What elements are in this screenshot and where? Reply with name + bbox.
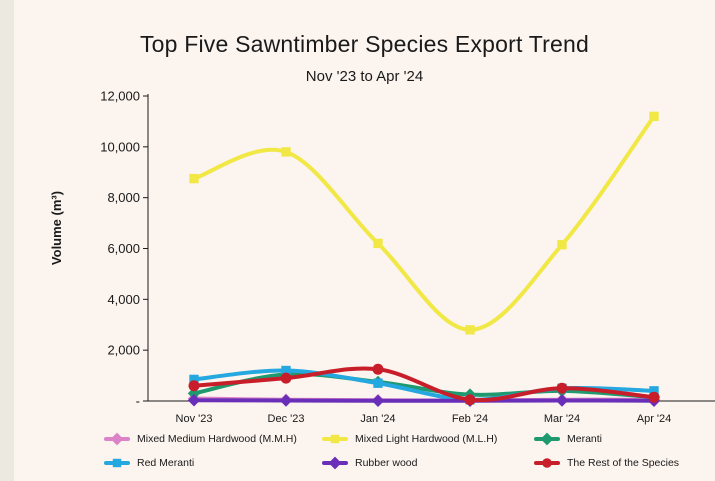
chart-card: Top Five Sawntimber Species Export Trend…	[14, 0, 715, 481]
data-point	[373, 238, 383, 249]
y-tick-label: -	[136, 394, 140, 409]
y-axis-label: Volume (m³)	[49, 191, 64, 265]
data-point	[188, 380, 200, 392]
data-point	[189, 173, 199, 184]
y-tick-label: 8,000	[107, 190, 140, 205]
data-point	[465, 325, 475, 335]
y-tick-label: 12,000	[100, 89, 140, 104]
line-chart: Volume (m³) 12,000 10,000 8,000 6,000 4,000 2…	[49, 89, 715, 425]
legend-swatch	[322, 432, 348, 446]
data-point	[189, 374, 199, 385]
legend-item: Mixed Light Hardwood (M.L.H)	[322, 432, 534, 446]
x-tick-label: Mar '24	[544, 413, 580, 425]
legend-swatch	[534, 432, 560, 446]
series-1	[189, 111, 659, 335]
legend-item: Rubber wood	[322, 456, 534, 470]
y-tick-label: 4,000	[107, 292, 140, 307]
legend: Mixed Medium Hardwood (M.M.H) Mixed Light…	[104, 432, 715, 470]
data-point	[280, 372, 292, 384]
data-point	[648, 391, 660, 403]
data-point	[555, 394, 569, 407]
data-point	[649, 111, 659, 122]
series-line	[192, 398, 656, 403]
series-line	[192, 366, 656, 403]
y-tick-label: 2,000	[107, 343, 140, 358]
x-tick-label: Apr '24	[637, 413, 672, 425]
data-point	[281, 365, 291, 376]
axes: 12,000 10,000 8,000 6,000 4,000 2,000 - Nov '23…	[100, 89, 715, 425]
data-point	[373, 378, 383, 388]
legend-swatch	[534, 456, 560, 470]
data-point	[371, 394, 385, 407]
series-line	[192, 371, 656, 400]
series-layer	[187, 111, 661, 407]
data-point	[557, 240, 567, 250]
data-point	[281, 147, 291, 157]
legend-item: Mixed Medium Hardwood (M.M.H)	[104, 432, 322, 446]
legend-swatch	[322, 456, 348, 470]
chart-subtitle: Nov '23 to Apr '24	[305, 68, 424, 85]
legend-item: The Rest of the Species	[534, 456, 715, 470]
chart-title: Top Five Sawntimber Species Export Trend	[139, 31, 590, 57]
data-point	[187, 394, 201, 407]
legend-item: Meranti	[534, 432, 715, 446]
x-tick-label: Nov '23	[176, 413, 213, 425]
legend-label: Mixed Medium Hardwood (M.M.H)	[137, 433, 297, 445]
x-tick-label: Dec '23	[268, 413, 305, 425]
data-point	[464, 394, 476, 406]
x-tick-label: Feb '24	[452, 413, 488, 425]
legend-label: Meranti	[567, 433, 603, 445]
series-5	[188, 363, 660, 406]
series-4	[187, 394, 661, 407]
series-line	[192, 114, 656, 332]
legend-swatch	[104, 432, 130, 446]
legend-label: The Rest of the Species	[567, 457, 680, 469]
legend-label: Red Meranti	[137, 457, 195, 469]
data-point	[556, 382, 568, 394]
data-point	[649, 386, 659, 396]
legend-label: Rubber wood	[355, 457, 418, 469]
x-tick-label: Jan '24	[360, 413, 395, 425]
y-tick-label: 6,000	[107, 241, 140, 256]
data-point	[372, 363, 384, 375]
legend-swatch	[104, 456, 130, 470]
data-point	[279, 394, 293, 407]
legend-item: Red Meranti	[104, 456, 322, 470]
legend-label: Mixed Light Hardwood (M.L.H)	[355, 433, 498, 445]
y-tick-label: 10,000	[100, 139, 140, 154]
